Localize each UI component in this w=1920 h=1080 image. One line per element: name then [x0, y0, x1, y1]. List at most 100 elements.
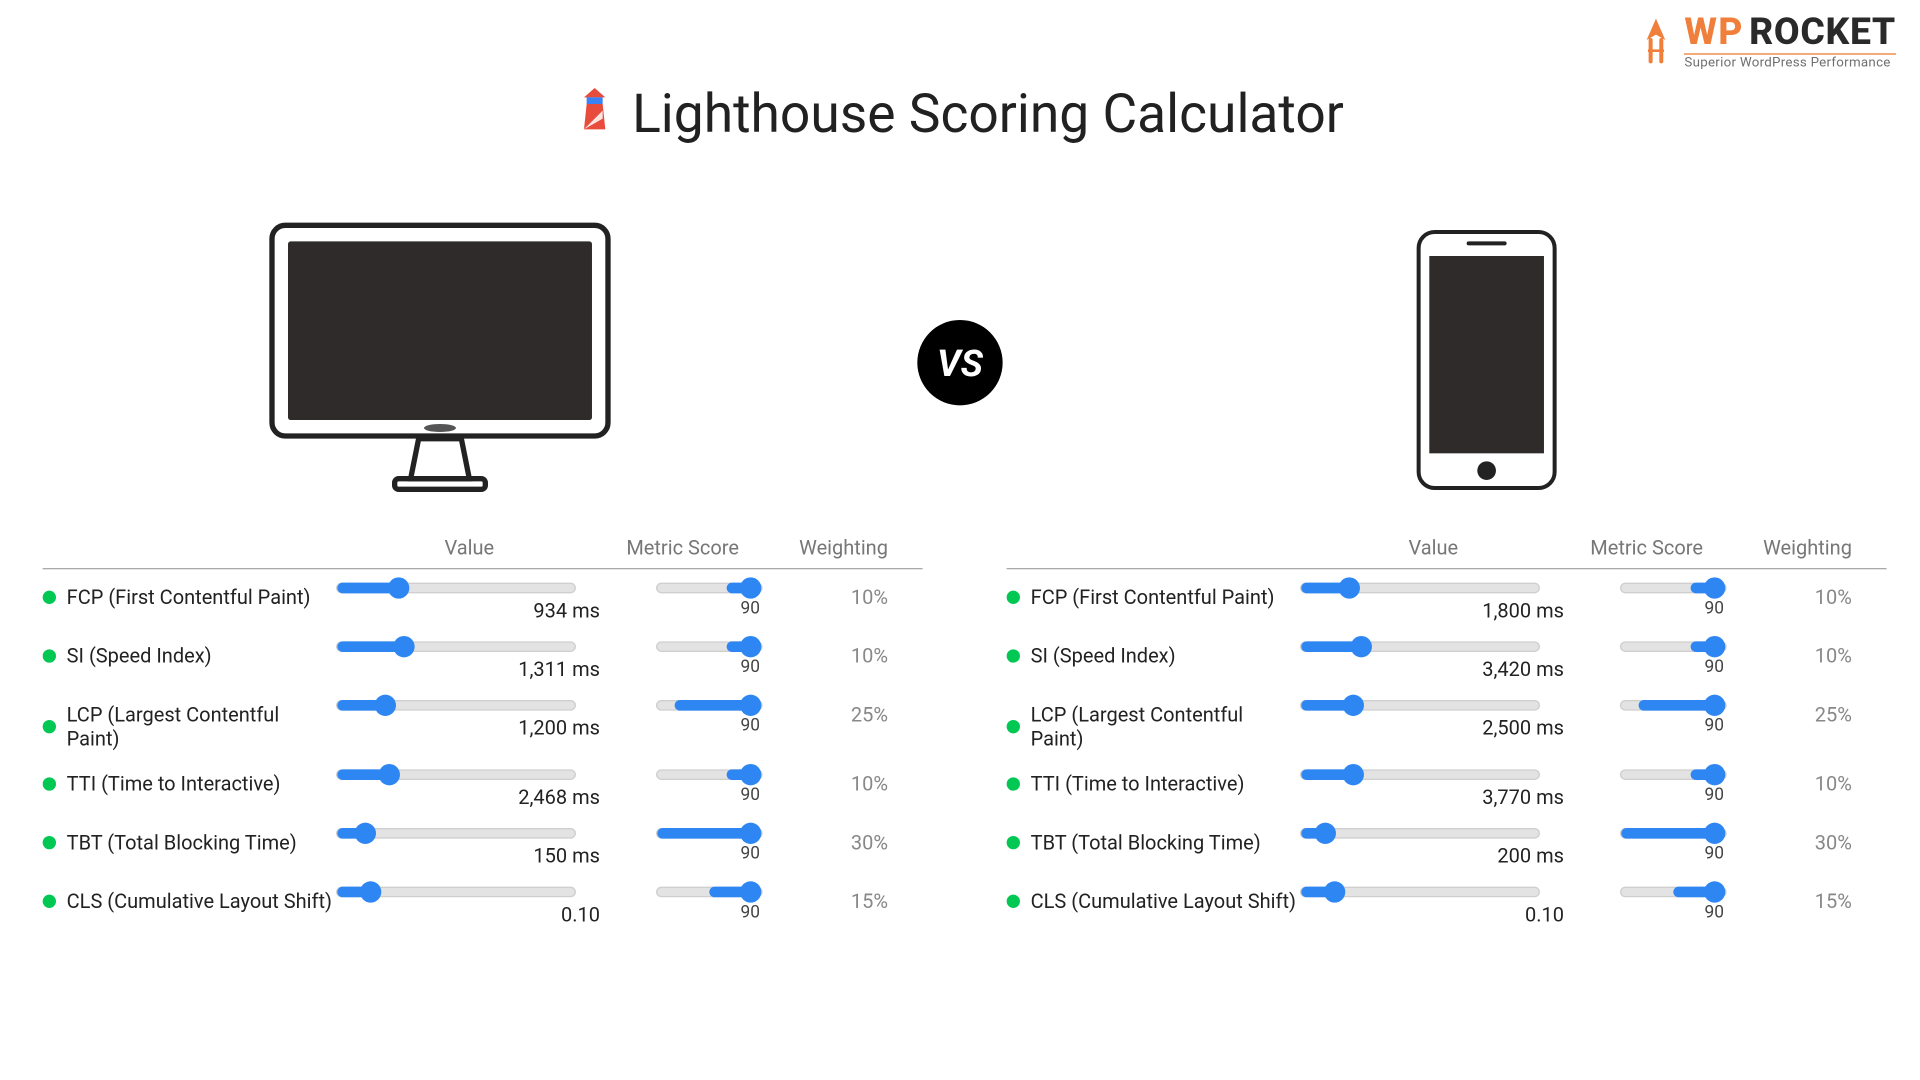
metric-name: FCP (First Contentful Paint): [1031, 585, 1275, 609]
desktop-device-icon: [213, 207, 666, 514]
metric-label: TTI (Time to Interactive): [43, 769, 336, 796]
metric-label: LCP (Largest Contentful Paint): [43, 700, 336, 751]
value-slider[interactable]: [1300, 641, 1567, 652]
value-slider[interactable]: [336, 583, 603, 594]
status-dot-icon: [1007, 591, 1020, 604]
metric-value: 0.10: [1300, 903, 1567, 927]
score-slider[interactable]: [1620, 887, 1727, 898]
metric-value: 1,311 ms: [336, 657, 603, 681]
status-dot-icon: [1007, 836, 1020, 849]
metric-name: FCP (First Contentful Paint): [67, 585, 311, 609]
metric-score: 90: [1620, 785, 1727, 805]
metric-label: SI (Speed Index): [43, 641, 336, 668]
status-dot-icon: [1007, 777, 1020, 790]
metric-weight: 25%: [763, 700, 896, 727]
metric-score: 90: [656, 657, 763, 677]
metric-value: 0.10: [336, 903, 603, 927]
value-slider[interactable]: [1300, 887, 1567, 898]
metric-score: 90: [1620, 716, 1727, 736]
metric-score: 90: [656, 785, 763, 805]
score-slider[interactable]: [656, 828, 763, 839]
metric-weight: 10%: [1727, 641, 1860, 668]
value-slider[interactable]: [336, 828, 603, 839]
metric-label: CLS (Cumulative Layout Shift): [1007, 887, 1300, 914]
metric-row: TTI (Time to Interactive) 2,468 ms 90 10…: [43, 769, 923, 809]
metric-row: LCP (Largest Contentful Paint) 2,500 ms …: [1007, 700, 1887, 751]
metric-row: SI (Speed Index) 3,420 ms 90 10%: [1007, 641, 1887, 681]
score-slider[interactable]: [1620, 828, 1727, 839]
metric-weight: 15%: [1727, 887, 1860, 914]
metric-name: TTI (Time to Interactive): [67, 772, 281, 796]
score-slider[interactable]: [1620, 769, 1727, 780]
metric-row: SI (Speed Index) 1,311 ms 90 10%: [43, 641, 923, 681]
status-dot-icon: [43, 836, 56, 849]
value-slider[interactable]: [336, 887, 603, 898]
status-dot-icon: [43, 895, 56, 908]
metric-name: CLS (Cumulative Layout Shift): [1031, 889, 1296, 913]
metric-score: 90: [1620, 657, 1727, 677]
value-slider[interactable]: [1300, 700, 1567, 711]
value-slider[interactable]: [336, 769, 603, 780]
metric-row: FCP (First Contentful Paint) 934 ms 90 1…: [43, 583, 923, 623]
metric-row: LCP (Largest Contentful Paint) 1,200 ms …: [43, 700, 923, 751]
mobile-device-icon: [1380, 220, 1593, 500]
metric-score: 90: [1620, 599, 1727, 619]
metric-value: 2,500 ms: [1300, 716, 1567, 740]
vs-badge: VS: [917, 320, 1002, 405]
rocket-icon: [1636, 15, 1676, 68]
metric-weight: 25%: [1727, 700, 1860, 727]
score-slider[interactable]: [1620, 583, 1727, 594]
value-slider[interactable]: [1300, 828, 1567, 839]
metric-row: TTI (Time to Interactive) 3,770 ms 90 10…: [1007, 769, 1887, 809]
score-slider[interactable]: [656, 887, 763, 898]
metric-name: SI (Speed Index): [1031, 644, 1176, 668]
value-slider[interactable]: [1300, 769, 1567, 780]
metric-weight: 10%: [763, 769, 896, 796]
mobile-metrics-panel: Value Metric Score Weighting FCP (First …: [1007, 536, 1887, 945]
col-score: Metric Score: [603, 536, 763, 560]
col-value: Value: [1300, 536, 1567, 560]
metric-label: TBT (Total Blocking Time): [1007, 828, 1300, 855]
metric-value: 3,770 ms: [1300, 785, 1567, 809]
metric-label: SI (Speed Index): [1007, 641, 1300, 668]
metric-name: LCP (Largest Contentful Paint): [67, 703, 336, 751]
metric-value: 150 ms: [336, 844, 603, 868]
col-score: Metric Score: [1567, 536, 1727, 560]
metric-name: TTI (Time to Interactive): [1031, 772, 1245, 796]
metric-name: TBT (Total Blocking Time): [1031, 831, 1261, 855]
page-title: Lighthouse Scoring Calculator: [0, 83, 1920, 146]
score-slider[interactable]: [656, 641, 763, 652]
metric-label: LCP (Largest Contentful Paint): [1007, 700, 1300, 751]
value-slider[interactable]: [1300, 583, 1567, 594]
metric-label: CLS (Cumulative Layout Shift): [43, 887, 336, 914]
metric-weight: 15%: [763, 887, 896, 914]
metric-weight: 10%: [1727, 583, 1860, 610]
metric-score: 90: [656, 903, 763, 923]
score-slider[interactable]: [656, 700, 763, 711]
col-weight: Weighting: [763, 536, 896, 560]
value-slider[interactable]: [336, 641, 603, 652]
logo-tagline: Superior WordPress Performance: [1684, 53, 1896, 70]
vs-label: VS: [937, 341, 983, 385]
status-dot-icon: [1007, 895, 1020, 908]
status-dot-icon: [43, 649, 56, 662]
score-slider[interactable]: [1620, 700, 1727, 711]
col-value: Value: [336, 536, 603, 560]
metric-weight: 10%: [1727, 769, 1860, 796]
score-slider[interactable]: [656, 583, 763, 594]
metric-value: 2,468 ms: [336, 785, 603, 809]
page-title-text: Lighthouse Scoring Calculator: [632, 83, 1344, 146]
metric-score: 90: [1620, 844, 1727, 864]
metric-row: CLS (Cumulative Layout Shift) 0.10 90 15…: [1007, 887, 1887, 927]
value-slider[interactable]: [336, 700, 603, 711]
metric-weight: 30%: [763, 828, 896, 855]
score-slider[interactable]: [656, 769, 763, 780]
metric-value: 934 ms: [336, 599, 603, 623]
score-slider[interactable]: [1620, 641, 1727, 652]
metric-weight: 10%: [763, 641, 896, 668]
metric-score: 90: [656, 716, 763, 736]
status-dot-icon: [43, 777, 56, 790]
desktop-metrics-panel: Value Metric Score Weighting FCP (First …: [43, 536, 923, 945]
metric-name: CLS (Cumulative Layout Shift): [67, 889, 332, 913]
metric-score: 90: [656, 599, 763, 619]
